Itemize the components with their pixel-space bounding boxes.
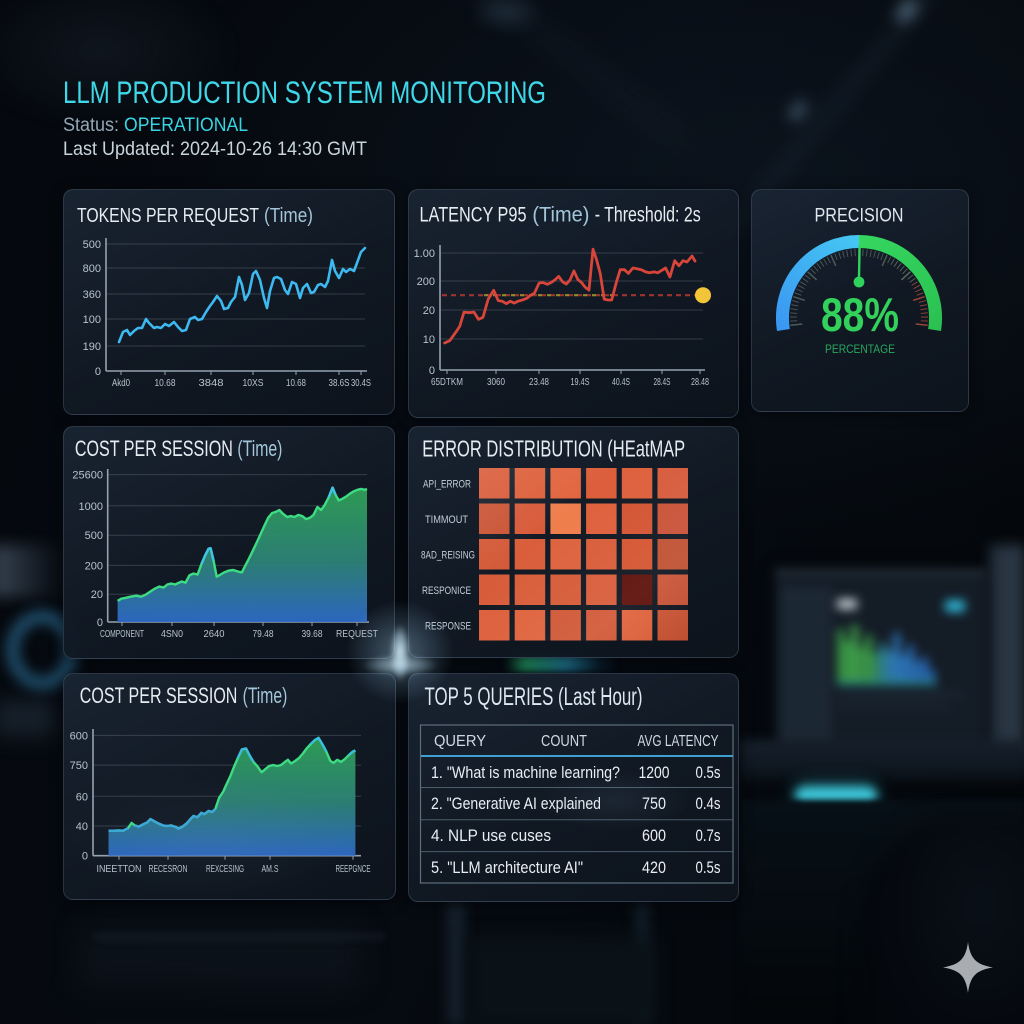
svg-text:COST PER SESSION: COST PER SESSION	[75, 436, 233, 461]
svg-text:10: 10	[423, 334, 435, 346]
svg-text:Akd0: Akd0	[112, 377, 130, 389]
svg-text:10XS: 10XS	[243, 377, 264, 389]
svg-text:60: 60	[76, 791, 88, 803]
svg-text:3060: 3060	[487, 376, 505, 388]
svg-text:10.68: 10.68	[155, 377, 176, 389]
svg-text:0: 0	[429, 365, 435, 377]
svg-text:38.6S: 38.6S	[329, 377, 350, 389]
svg-text:RECESRON: RECESRON	[149, 863, 188, 875]
svg-text:1000: 1000	[79, 501, 103, 513]
svg-text:200: 200	[417, 276, 435, 288]
svg-text:0: 0	[95, 366, 101, 378]
svg-text:COMPONENT: COMPONENT	[100, 628, 144, 640]
svg-text:API_ERROR: API_ERROR	[423, 479, 471, 491]
svg-text:(Time): (Time)	[532, 203, 589, 226]
svg-text:1.00: 1.00	[414, 248, 435, 260]
svg-text:0: 0	[97, 617, 103, 629]
svg-text:360: 360	[83, 289, 101, 301]
svg-text:3848: 3848	[199, 377, 224, 389]
svg-text:RESPONICE: RESPONICE	[422, 585, 471, 597]
svg-text:20: 20	[91, 589, 103, 601]
svg-text:1. "What is machine learning?: 1. "What is machine learning?	[431, 764, 620, 782]
svg-text:20: 20	[423, 305, 435, 317]
svg-text:500: 500	[85, 530, 103, 542]
svg-text:REEPGNCE: REEPGNCE	[336, 863, 371, 875]
svg-text:4. NLP use cuses: 4. NLP use cuses	[431, 827, 551, 845]
svg-text:RESPONSE: RESPONSE	[425, 621, 471, 633]
svg-text:10.68: 10.68	[286, 377, 306, 389]
svg-text:PERCENTAGE: PERCENTAGE	[825, 342, 895, 356]
svg-text:40: 40	[76, 821, 88, 833]
svg-text:REQUEST: REQUEST	[336, 628, 378, 640]
svg-text:30.4S: 30.4S	[351, 377, 371, 389]
svg-text:(Time): (Time)	[264, 204, 313, 227]
svg-text:500: 500	[83, 239, 101, 251]
svg-text:4SN0: 4SN0	[161, 628, 183, 640]
svg-text:28.48: 28.48	[691, 376, 709, 388]
svg-text:AVG LATENCY: AVG LATENCY	[638, 733, 719, 750]
svg-text:TIMMOUT: TIMMOUT	[425, 514, 468, 526]
svg-text:TOP 5 QUERIES (Last Hour): TOP 5 QUERIES (Last Hour)	[425, 683, 643, 711]
svg-text:COST PER SESSION: COST PER SESSION	[80, 683, 238, 708]
svg-text:40.4S: 40.4S	[612, 376, 630, 388]
svg-text:0.5s: 0.5s	[696, 764, 721, 782]
svg-text:600: 600	[642, 827, 666, 845]
svg-text:0.7s: 0.7s	[696, 827, 721, 845]
svg-text:COUNT: COUNT	[541, 733, 587, 750]
svg-text:TOKENS PER REQUEST: TOKENS PER REQUEST	[77, 204, 259, 227]
svg-text:Status:: Status:	[63, 115, 119, 136]
svg-text:100: 100	[83, 314, 101, 326]
svg-text:23.48: 23.48	[529, 376, 549, 388]
svg-text:800: 800	[83, 263, 101, 275]
svg-text:8AD_REISING: 8AD_REISING	[421, 550, 475, 562]
svg-text:ERROR DISTRIBUTION (HEatMAP: ERROR DISTRIBUTION (HEatMAP	[422, 435, 685, 461]
svg-text:REXCESING: REXCESING	[206, 863, 244, 875]
svg-text:QUERY: QUERY	[434, 733, 486, 750]
svg-text:750: 750	[70, 760, 88, 772]
svg-text:39.68: 39.68	[302, 628, 323, 640]
svg-text:- Threshold: 2s: - Threshold: 2s	[595, 203, 701, 226]
svg-text:200: 200	[85, 560, 103, 572]
svg-text:79.48: 79.48	[253, 628, 274, 640]
svg-text:2. "Generative AI explained: 2. "Generative AI explained	[431, 795, 601, 813]
svg-text:PRECISION: PRECISION	[815, 205, 904, 227]
svg-text:OPERATIONAL: OPERATIONAL	[124, 115, 248, 136]
svg-text:600: 600	[70, 730, 88, 742]
svg-text:Last Updated: 2024-10-26 14:30: Last Updated: 2024-10-26 14:30 GMT	[63, 138, 367, 160]
svg-text:LATENCY P95: LATENCY P95	[420, 203, 527, 226]
svg-text:2640: 2640	[204, 628, 225, 640]
svg-text:25600: 25600	[72, 470, 103, 482]
svg-text:LLM PRODUCTION SYSTEM MONITORI: LLM PRODUCTION SYSTEM MONITORING	[63, 74, 546, 110]
svg-text:190: 190	[83, 341, 101, 353]
svg-text:750: 750	[642, 795, 666, 813]
svg-text:28.4S: 28.4S	[654, 376, 671, 388]
svg-text:(Time): (Time)	[237, 436, 282, 461]
svg-text:65DTKM: 65DTKM	[431, 376, 463, 388]
svg-text:0.4s: 0.4s	[696, 795, 721, 813]
svg-text:5. "LLM architecture AI": 5. "LLM architecture AI"	[431, 859, 583, 877]
svg-text:420: 420	[642, 859, 666, 877]
svg-text:(Time): (Time)	[243, 683, 288, 708]
svg-text:INEETTON: INEETTON	[97, 863, 142, 875]
svg-text:88%: 88%	[821, 288, 899, 341]
svg-text:AM.S: AM.S	[262, 863, 279, 875]
svg-text:0: 0	[82, 851, 88, 863]
svg-text:0.5s: 0.5s	[696, 859, 721, 877]
svg-text:19.4S: 19.4S	[571, 376, 590, 388]
svg-text:1200: 1200	[639, 764, 670, 782]
